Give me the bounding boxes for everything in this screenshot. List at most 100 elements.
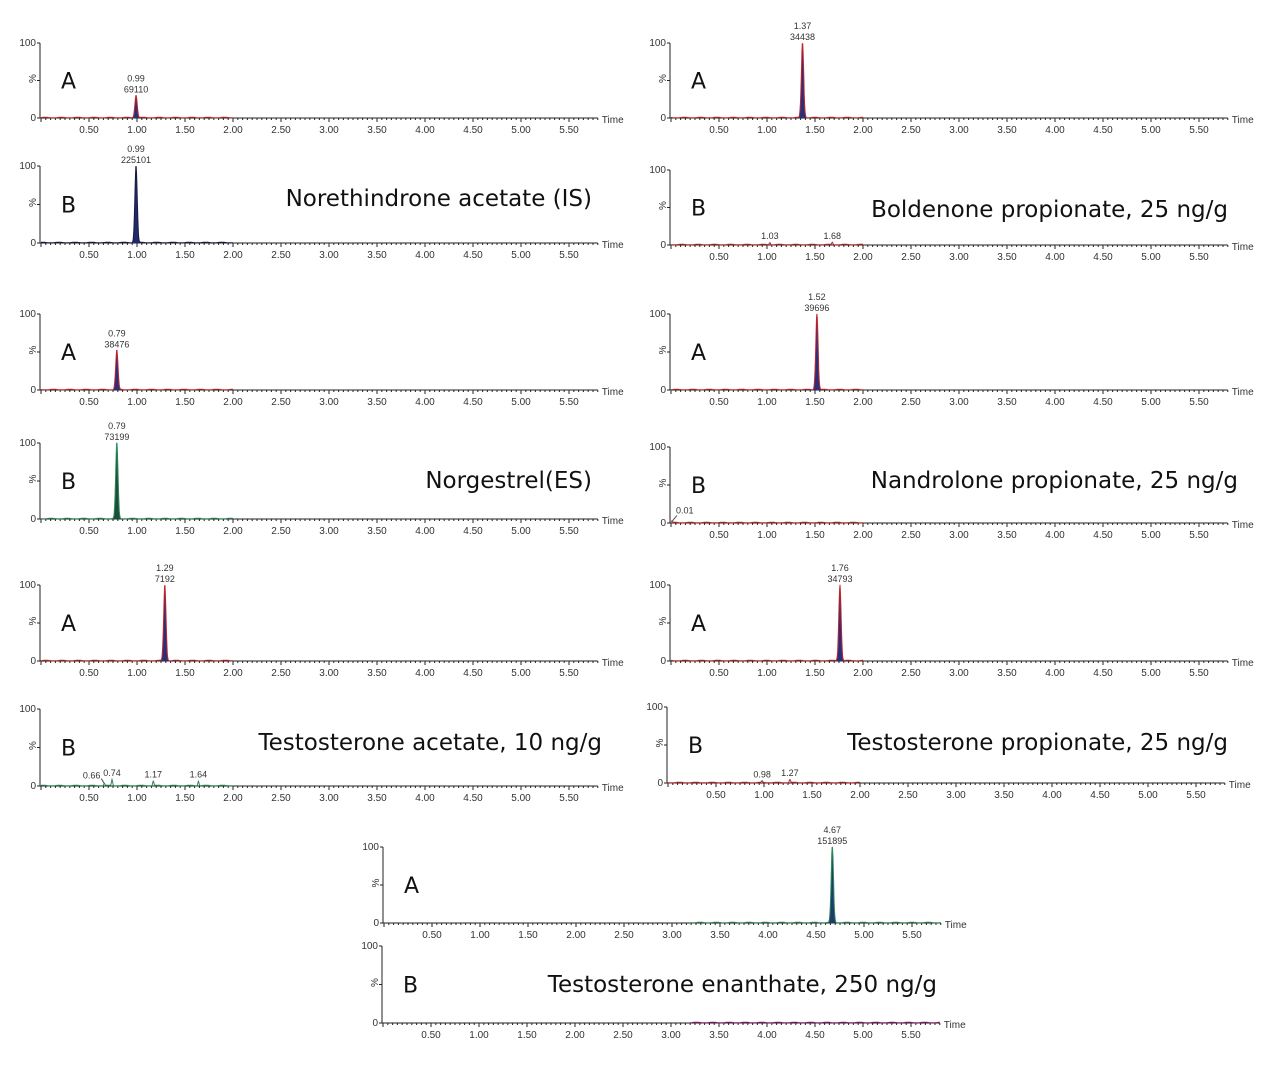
chromatogram-trace bbox=[667, 779, 860, 784]
x-tick-label: 5.00 bbox=[511, 125, 531, 136]
y-axis-label: % bbox=[658, 616, 669, 625]
x-tick-label: 2.00 bbox=[850, 790, 870, 801]
compound-title: Boldenone propionate, 25 ng/g bbox=[871, 197, 1228, 223]
x-tick-label: 5.50 bbox=[1186, 790, 1206, 801]
peak-leader-line bbox=[671, 515, 678, 522]
x-tick-label: 2.00 bbox=[853, 252, 873, 263]
x-tick-label: 1.50 bbox=[175, 125, 195, 136]
x-tick-label: 2.50 bbox=[271, 125, 291, 136]
x-tick-label: 2.50 bbox=[271, 793, 291, 804]
x-tick-label: 3.00 bbox=[946, 790, 966, 801]
x-tick-label: 3.00 bbox=[949, 125, 969, 136]
y-axis-label: % bbox=[658, 478, 669, 487]
peak-retention-time: 1.52 bbox=[808, 292, 826, 302]
y-axis-label: % bbox=[28, 198, 39, 207]
x-tick-label: 5.50 bbox=[1189, 668, 1209, 679]
trace-label: B bbox=[688, 734, 703, 759]
x-tick-label: 5.50 bbox=[1189, 397, 1209, 408]
x-axis-label: Time bbox=[1232, 658, 1254, 669]
x-tick-label: 0.50 bbox=[79, 250, 99, 261]
compound-title: Norgestrel(ES) bbox=[425, 468, 592, 494]
y-tick-label: 100 bbox=[19, 161, 36, 172]
x-axis-label: Time bbox=[602, 783, 624, 794]
x-tick-label: 5.00 bbox=[1141, 125, 1161, 136]
y-tick-label: 0 bbox=[30, 514, 36, 525]
x-tick-label: 5.50 bbox=[1189, 125, 1209, 136]
y-axis-label: % bbox=[28, 474, 39, 483]
x-axis-label: Time bbox=[602, 387, 624, 398]
x-tick-label: 2.50 bbox=[901, 397, 921, 408]
x-tick-label: 3.50 bbox=[367, 397, 387, 408]
x-tick-label: 4.50 bbox=[463, 668, 483, 679]
x-tick-label: 2.50 bbox=[898, 790, 918, 801]
x-tick-label: 4.50 bbox=[805, 1030, 825, 1041]
peak-retention-time: 0.79 bbox=[108, 421, 126, 431]
peak-retention-time: 0.79 bbox=[108, 328, 126, 338]
x-tick-label: 0.50 bbox=[421, 1030, 441, 1041]
x-tick-label: 2.50 bbox=[613, 1030, 633, 1041]
peak-retention-time: 1.03 bbox=[761, 231, 779, 241]
x-tick-label: 1.50 bbox=[805, 668, 825, 679]
x-tick-label: 1.00 bbox=[127, 397, 147, 408]
x-tick-label: 4.50 bbox=[1093, 252, 1113, 263]
y-tick-label: 0 bbox=[660, 656, 666, 667]
x-axis-label: Time bbox=[1232, 115, 1254, 126]
y-tick-label: 0 bbox=[660, 385, 666, 396]
x-tick-label: 3.00 bbox=[319, 125, 339, 136]
x-tick-label: 5.00 bbox=[511, 397, 531, 408]
x-tick-label: 3.50 bbox=[367, 668, 387, 679]
y-tick-label: 100 bbox=[19, 309, 36, 320]
x-tick-label: 3.50 bbox=[997, 252, 1017, 263]
x-tick-label: 1.50 bbox=[805, 252, 825, 263]
x-tick-label: 4.00 bbox=[1045, 397, 1065, 408]
trace-label: A bbox=[691, 341, 706, 366]
chromatogram-trace bbox=[41, 349, 233, 391]
peak-retention-time: 1.17 bbox=[145, 769, 163, 779]
x-tick-label: 0.50 bbox=[709, 530, 729, 541]
y-tick-label: 0 bbox=[373, 918, 379, 929]
x-tick-label: 1.00 bbox=[754, 790, 774, 801]
y-tick-label: 0 bbox=[30, 781, 36, 792]
x-tick-label: 3.00 bbox=[949, 252, 969, 263]
y-tick-label: 0 bbox=[660, 240, 666, 251]
trace-label: A bbox=[61, 612, 76, 637]
x-tick-label: 3.00 bbox=[949, 668, 969, 679]
trace-label: B bbox=[691, 197, 706, 222]
trace-label: A bbox=[691, 70, 706, 95]
x-tick-label: 1.50 bbox=[805, 397, 825, 408]
peak-area: 34793 bbox=[827, 574, 852, 584]
x-tick-label: 5.50 bbox=[559, 793, 579, 804]
x-tick-label: 1.00 bbox=[757, 397, 777, 408]
x-tick-label: 5.50 bbox=[1189, 530, 1209, 541]
x-tick-label: 5.00 bbox=[511, 668, 531, 679]
y-tick-label: 0 bbox=[660, 113, 666, 124]
x-tick-label: 4.50 bbox=[1093, 397, 1113, 408]
y-tick-label: 100 bbox=[19, 438, 36, 449]
chromatogram-trace bbox=[41, 95, 233, 119]
x-tick-label: 4.00 bbox=[415, 397, 435, 408]
x-tick-label: 1.50 bbox=[175, 526, 195, 537]
x-tick-label: 2.00 bbox=[853, 397, 873, 408]
x-tick-label: 5.50 bbox=[559, 526, 579, 537]
x-tick-label: 3.00 bbox=[949, 397, 969, 408]
x-tick-label: 1.00 bbox=[470, 930, 490, 941]
y-tick-label: 100 bbox=[19, 38, 36, 49]
x-tick-label: 4.50 bbox=[806, 930, 826, 941]
x-tick-label: 2.00 bbox=[223, 250, 243, 261]
peak-retention-time: 0.99 bbox=[127, 144, 145, 154]
x-tick-label: 4.00 bbox=[415, 250, 435, 261]
peak-retention-time: 0.98 bbox=[753, 769, 771, 779]
x-tick-label: 3.00 bbox=[949, 530, 969, 541]
peak-retention-time: 0.74 bbox=[103, 768, 121, 778]
y-tick-label: 100 bbox=[646, 702, 663, 713]
x-axis-label: Time bbox=[1232, 387, 1254, 398]
y-axis-label: % bbox=[370, 978, 381, 987]
trace-label: A bbox=[61, 70, 76, 95]
chromatogram-trace bbox=[41, 442, 233, 520]
chromatogram-trace bbox=[670, 43, 863, 119]
x-tick-label: 0.50 bbox=[709, 252, 729, 263]
x-tick-label: 3.50 bbox=[997, 668, 1017, 679]
x-tick-label: 4.50 bbox=[463, 793, 483, 804]
x-tick-label: 1.00 bbox=[757, 668, 777, 679]
